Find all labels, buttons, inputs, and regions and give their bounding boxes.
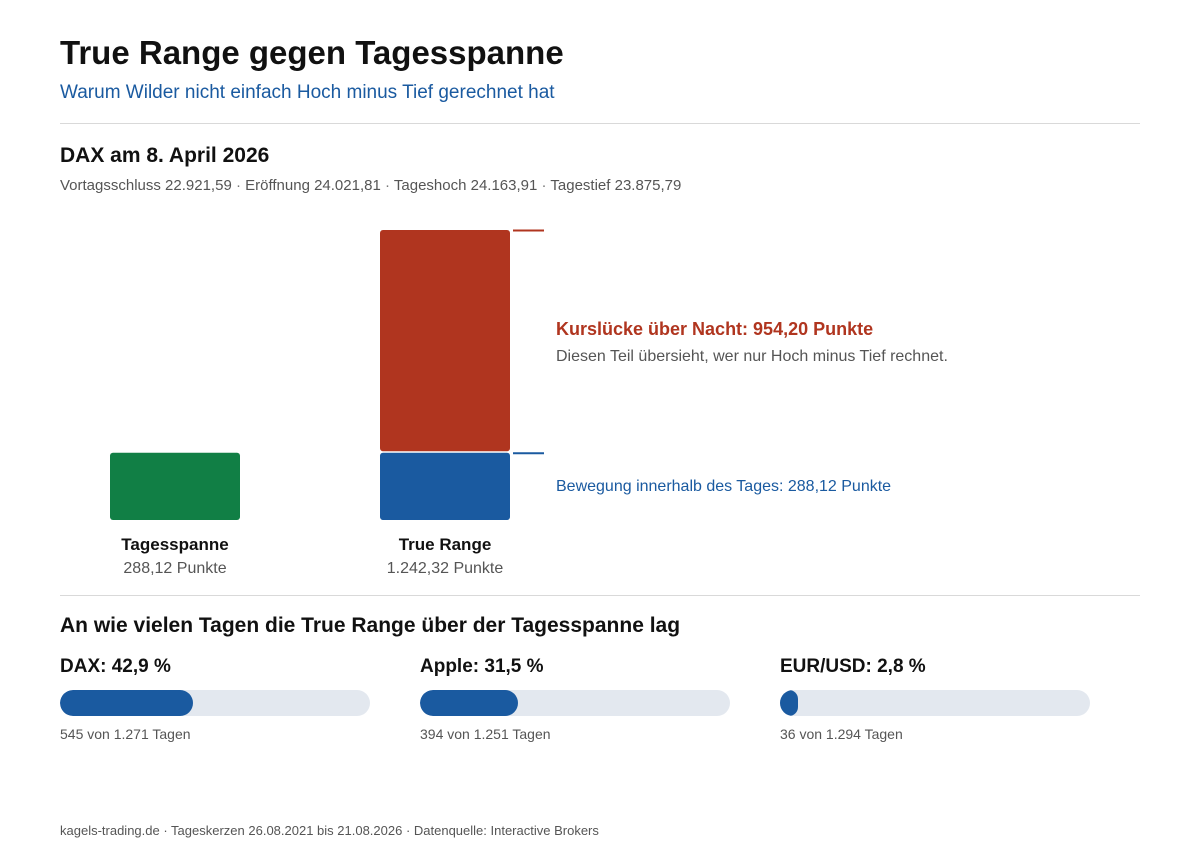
intraday-annotation: Bewegung innerhalb des Tages: 288,12 Pun… xyxy=(556,478,892,495)
separator: · xyxy=(537,177,551,194)
stat-dax: DAX: 42,9 % 545 von 1.271 Tagen xyxy=(60,656,370,742)
page-title: True Range gegen Tagesspanne xyxy=(60,34,564,71)
stat-detail: 545 von 1.271 Tagen xyxy=(60,726,191,742)
progress-track xyxy=(780,690,1090,716)
page-subtitle: Warum Wilder nicht einfach Hoch minus Ti… xyxy=(60,82,555,103)
stat-eurusd: EUR/USD: 2,8 % 36 von 1.294 Tagen xyxy=(780,656,1090,742)
price-summary: Vortagsschluss 22.921,59 · Eröffnung 24.… xyxy=(60,177,681,194)
stat-title: Apple: 31,5 % xyxy=(420,656,544,677)
stat-apple: Apple: 31,5 % 394 von 1.251 Tagen xyxy=(420,656,730,742)
separator: · xyxy=(380,177,394,194)
progress-fill xyxy=(780,690,798,716)
progress-fill xyxy=(60,690,193,716)
stat-detail: 394 von 1.251 Tagen xyxy=(420,726,551,742)
gap-note: Diesen Teil übersieht, wer nur Hoch minu… xyxy=(556,348,948,365)
price-high: Tageshoch 24.163,91 xyxy=(393,177,538,194)
bar-true-range-gap xyxy=(380,230,510,452)
stat-title: EUR/USD: 2,8 % xyxy=(780,656,926,677)
stat-title: DAX: 42,9 % xyxy=(60,656,171,677)
bar-value-true-range: 1.242,32 Punkte xyxy=(386,560,504,577)
stat-detail: 36 von 1.294 Tagen xyxy=(780,726,903,742)
price-previous-close: Vortagsschluss 22.921,59 xyxy=(60,177,232,194)
footer-note: kagels-trading.de · Tageskerzen 26.08.20… xyxy=(60,823,599,838)
progress-track xyxy=(420,690,730,716)
progress-track xyxy=(60,690,370,716)
price-low: Tagestief 23.875,79 xyxy=(550,177,682,194)
separator: · xyxy=(231,177,246,194)
price-open: Eröffnung 24.021,81 xyxy=(245,177,381,194)
stats-heading: An wie vielen Tagen die True Range über … xyxy=(60,614,681,637)
divider-middle xyxy=(60,595,1140,596)
bar-true-range-intraday xyxy=(380,452,510,520)
example-heading: DAX am 8. April 2026 xyxy=(60,144,270,167)
bar-label-true-range: True Range xyxy=(398,535,492,554)
bar-tagesspanne-intraday xyxy=(110,452,240,520)
bar-value-tagesspanne: 288,12 Punkte xyxy=(123,560,227,577)
progress-fill xyxy=(420,690,518,716)
divider-top xyxy=(60,123,1140,124)
gap-annotation: Kurslücke über Nacht: 954,20 Punkte xyxy=(556,319,874,339)
bar-label-tagesspanne: Tagesspanne xyxy=(121,535,229,554)
